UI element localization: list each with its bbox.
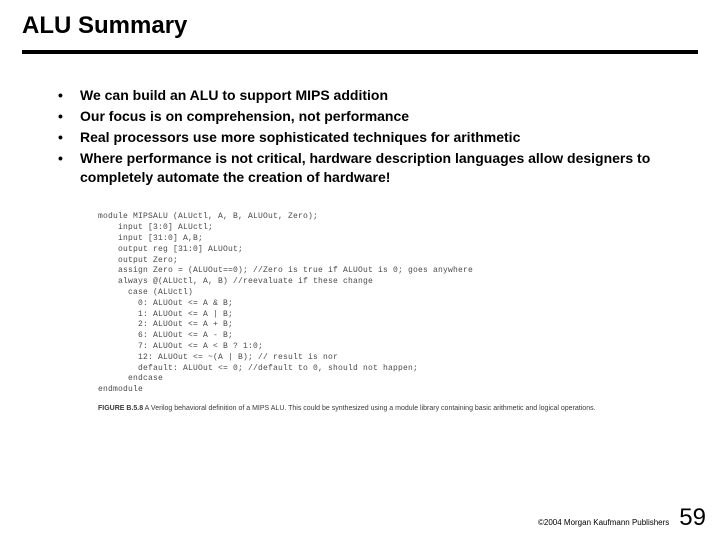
caption-body: A Verilog behavioral definition of a MIP… (143, 405, 595, 412)
title-divider (22, 50, 698, 54)
verilog-code: module MIPSALU (ALUctl, A, B, ALUOut, Ze… (98, 212, 598, 396)
bullet-item: Where performance is not critical, hardw… (58, 149, 658, 187)
bullet-item: Our focus is on comprehension, not perfo… (58, 107, 658, 126)
footer: ©2004 Morgan Kaufmann Publishers 59 (538, 504, 706, 532)
bullet-item: Real processors use more sophisticated t… (58, 128, 658, 147)
bullet-item: We can build an ALU to support MIPS addi… (58, 86, 658, 105)
slide-title: ALU Summary (0, 0, 720, 40)
figure-caption: FIGURE B.5.8 A Verilog behavioral defini… (98, 404, 598, 413)
code-figure: module MIPSALU (ALUctl, A, B, ALUOut, Ze… (98, 212, 598, 413)
caption-lead: FIGURE B.5.8 (98, 405, 143, 412)
bullet-list: We can build an ALU to support MIPS addi… (58, 86, 658, 186)
copyright-text: ©2004 Morgan Kaufmann Publishers (538, 518, 669, 527)
page-number: 59 (679, 504, 706, 532)
